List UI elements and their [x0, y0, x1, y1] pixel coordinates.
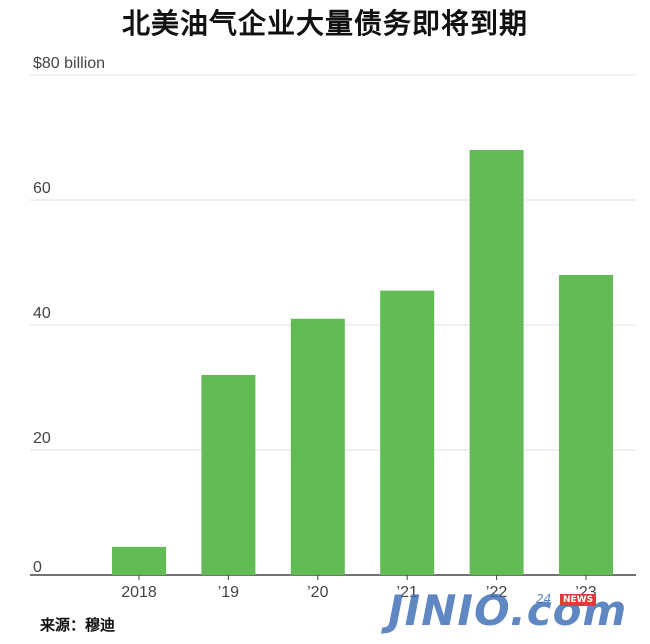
bar: [380, 290, 435, 575]
bar: [559, 275, 613, 575]
x-tick-label: ’19: [218, 584, 239, 601]
bar: [201, 375, 256, 575]
y-tick-label: 40: [33, 305, 51, 322]
x-tick-label: ’21: [397, 584, 418, 601]
y-tick-label: 0: [33, 559, 42, 576]
bar: [469, 150, 524, 575]
watermark-news-badge: NEWS: [560, 594, 597, 606]
y-tick-label: 60: [33, 180, 51, 197]
bar: [290, 318, 345, 575]
y-tick-label: $80 billion: [33, 55, 105, 72]
x-tick-label: ’22: [486, 584, 507, 601]
source-note: 来源：穆迪: [40, 616, 116, 634]
x-tick-label: 2018: [121, 584, 157, 601]
watermark-sub: 24: [536, 592, 552, 606]
bar: [112, 546, 166, 575]
bars: [112, 150, 613, 575]
watermark-logo: JINIO.com 24 NEWS: [388, 578, 626, 644]
x-tick-label: ’20: [307, 584, 328, 601]
y-tick-label: 20: [33, 430, 51, 447]
chart-title: 北美油气企业大量债务即将到期: [121, 7, 528, 40]
